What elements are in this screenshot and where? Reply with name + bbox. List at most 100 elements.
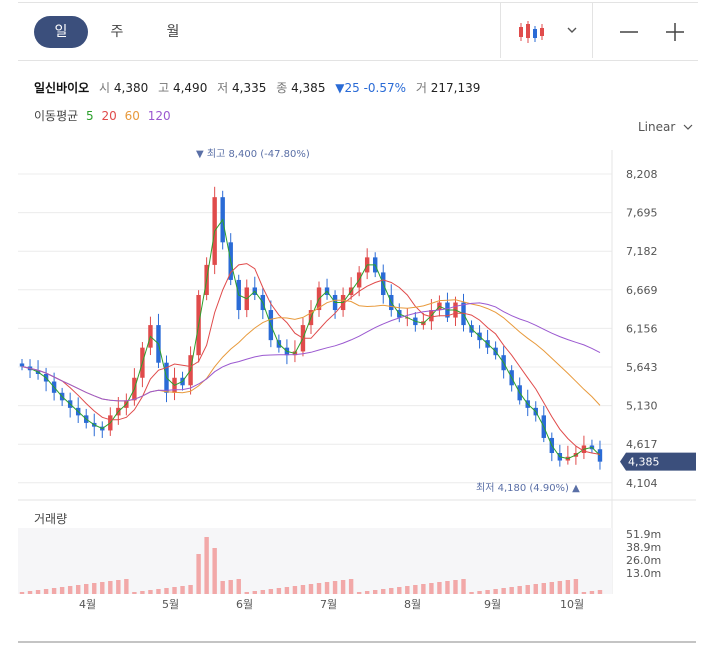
volume-bar	[541, 583, 546, 594]
volume-bar	[565, 580, 571, 594]
volume-bar	[220, 581, 225, 594]
volume-bar	[340, 580, 346, 594]
toolbar-bottom-border	[18, 60, 698, 61]
volume-bar	[429, 583, 434, 594]
volume-bar	[316, 583, 322, 594]
x-axis-month-label: 9월	[484, 598, 501, 611]
tab-monthly[interactable]: 월	[166, 24, 180, 40]
volume-bar	[92, 583, 97, 594]
volume-bar	[445, 581, 450, 594]
x-axis-month-label: 8월	[404, 598, 421, 611]
volume-bar	[581, 592, 587, 594]
volume-bar	[236, 579, 241, 594]
volume-bar	[389, 588, 394, 594]
close-value: 4,385	[291, 81, 326, 95]
volume-tick-label: 38.9m	[626, 541, 661, 554]
volume-bar	[27, 591, 33, 594]
current-price-badge	[620, 452, 696, 471]
volume-bar	[517, 586, 522, 594]
high-label: 고	[158, 81, 170, 95]
price-tick-label: 6,156	[626, 322, 658, 335]
candle-body	[597, 449, 603, 462]
volume-bar	[469, 592, 474, 594]
volume-bar	[525, 585, 530, 594]
minus-icon	[620, 31, 638, 33]
volume-bar	[405, 586, 410, 594]
volume-bar	[364, 591, 370, 594]
ma-120-label: 120	[147, 109, 171, 123]
volume-bar	[332, 581, 338, 594]
open-value: 4,380	[113, 81, 149, 95]
volume-bar	[75, 585, 81, 594]
volume-bar	[51, 588, 57, 594]
volume-bar	[533, 584, 538, 594]
quote-summary: 일신바이오 시 4,380 고 4,490 저 4,335 종 4,385 ▼2…	[34, 79, 486, 96]
toolbar-divider	[500, 2, 501, 58]
scale-select[interactable]: Linear	[638, 120, 693, 134]
price-tick-label: 4,617	[626, 438, 658, 451]
volume-bar	[453, 580, 458, 594]
volume-panel-bg	[18, 528, 612, 594]
chart-type-button[interactable]	[512, 18, 582, 46]
volume-bar	[397, 587, 402, 594]
price-tick-label: 7,695	[626, 207, 658, 220]
change-value: ▼25 -0.57%	[335, 81, 407, 95]
price-tick-label: 5,130	[626, 400, 658, 413]
max-price-annotation: ▼ 최고 8,400 (-47.80%)	[196, 148, 310, 160]
volume-bar	[381, 589, 386, 594]
x-axis-month-label: 6월	[236, 598, 253, 611]
volume-bar	[348, 579, 354, 594]
volume-bar	[140, 591, 145, 594]
ma-5-label: 5	[86, 109, 94, 123]
period-tabs: 일 주 월	[34, 16, 202, 48]
volume-bar	[324, 582, 330, 594]
ma-label: 이동평균	[34, 109, 79, 123]
volume-bar	[59, 587, 65, 594]
low-label: 저	[217, 81, 229, 95]
volume-bar	[300, 585, 306, 594]
volume-bar	[84, 584, 89, 594]
ma-60-label: 60	[124, 109, 140, 123]
volume-tick-label: 26.0m	[626, 554, 661, 567]
chevron-down-icon	[683, 124, 693, 130]
volume-bar	[276, 588, 282, 594]
volume-bar	[509, 587, 514, 594]
volume-bar	[493, 589, 498, 594]
volume-bar	[172, 587, 177, 594]
tab-weekly[interactable]: 주	[110, 24, 124, 40]
volume-bar	[116, 580, 121, 594]
zoom-in-button[interactable]	[660, 18, 690, 46]
tab-daily[interactable]: 일	[34, 16, 88, 48]
candlestick-icon	[519, 21, 577, 43]
volume-bar	[180, 586, 185, 594]
volume-bar	[35, 590, 41, 594]
high-value: 4,490	[172, 81, 208, 95]
volume-bar	[356, 592, 362, 594]
volume-bar	[501, 588, 506, 594]
volume-bar	[43, 589, 49, 594]
volume-bar	[67, 586, 73, 594]
price-tick-label: 8,208	[626, 168, 658, 181]
candle-body	[19, 363, 25, 367]
open-label: 시	[99, 81, 111, 95]
chevron-down-icon	[567, 27, 577, 33]
volume-bar	[196, 554, 201, 594]
price-tick-label: 6,669	[626, 284, 658, 297]
volume-bar	[148, 590, 153, 594]
volume-bar	[557, 581, 563, 594]
price-tick-label: 7,182	[626, 245, 658, 258]
volume-bar	[372, 590, 378, 594]
ma-20-line	[21, 263, 601, 455]
top-border	[18, 2, 698, 3]
ma-5-line	[21, 218, 601, 460]
plus-icon	[666, 23, 684, 41]
moving-average-legend[interactable]: 이동평균 5 20 60 120	[34, 107, 171, 124]
volume-label: 거	[415, 81, 427, 95]
stock-name: 일신바이오	[34, 81, 90, 95]
zoom-out-button[interactable]	[614, 18, 644, 46]
volume-bar	[252, 591, 258, 594]
volume-bar	[212, 548, 217, 594]
current-price-label: 4,385	[628, 456, 660, 469]
volume-bar	[100, 582, 105, 594]
